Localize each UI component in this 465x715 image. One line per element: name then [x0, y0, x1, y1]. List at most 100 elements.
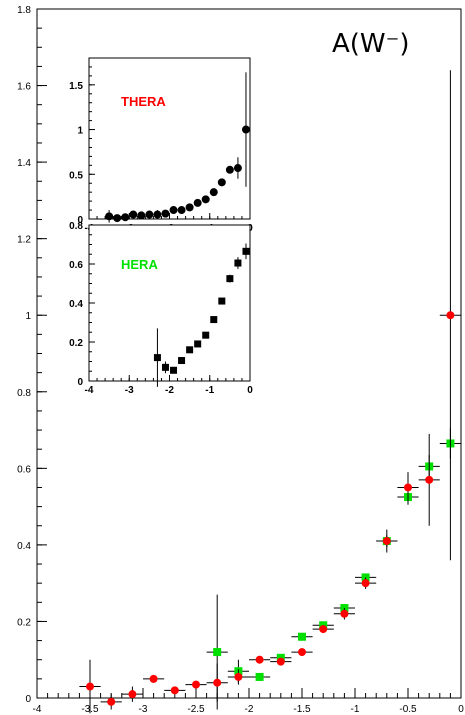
y-tick-label: 0.5 — [69, 170, 83, 181]
circle-marker — [255, 655, 264, 664]
y-tick-label: 1.8 — [17, 5, 31, 16]
circle-marker — [169, 206, 178, 215]
x-tick-label: -1 — [205, 385, 214, 396]
inset-label: THERA — [121, 94, 166, 109]
y-tick-label: 0.6 — [69, 260, 83, 271]
data-point — [113, 214, 122, 223]
plot-frame — [88, 224, 251, 382]
square-marker — [210, 316, 218, 324]
circle-marker — [361, 579, 370, 588]
data-point — [121, 686, 143, 702]
circle-marker — [86, 682, 94, 691]
data-point — [227, 669, 249, 685]
circle-marker — [192, 680, 200, 689]
y-tick-label: 1.5 — [69, 81, 83, 92]
square-marker — [242, 247, 250, 255]
data-point — [161, 209, 170, 218]
circle-marker — [446, 311, 455, 320]
circle-marker — [177, 206, 186, 215]
x-tick-label: -1.5 — [293, 704, 311, 715]
data-point — [121, 213, 130, 222]
data-point — [312, 625, 334, 634]
data-point — [249, 672, 271, 681]
x-tick-label: -2 — [245, 704, 254, 715]
data-point — [291, 648, 313, 657]
data-point — [177, 206, 186, 215]
data-point — [225, 165, 234, 174]
circle-marker — [128, 690, 137, 699]
data-point — [270, 657, 292, 666]
square-marker — [218, 297, 226, 305]
circle-marker — [213, 678, 222, 687]
circle-marker — [382, 537, 391, 546]
data-point — [193, 198, 202, 207]
y-tick-label: 0.2 — [17, 617, 31, 628]
circle-marker — [145, 210, 154, 219]
circle-marker — [319, 625, 328, 634]
data-point — [418, 433, 440, 526]
circle-marker — [209, 188, 218, 197]
y-tick-label: 0.8 — [17, 388, 31, 399]
square-marker — [178, 357, 186, 365]
circle-marker — [217, 178, 226, 187]
data-point — [169, 206, 178, 215]
inset-label: HERA — [121, 257, 158, 272]
data-point — [105, 210, 114, 223]
data-point — [202, 331, 210, 339]
data-point — [333, 608, 355, 620]
square-marker — [170, 366, 178, 374]
circle-marker — [105, 212, 114, 221]
data-point — [170, 366, 178, 374]
data-point — [234, 257, 242, 269]
data-point — [164, 686, 186, 695]
data-point — [355, 577, 377, 589]
circle-marker — [233, 164, 242, 173]
x-tick-label: -4 — [33, 704, 42, 715]
square-marker — [255, 672, 264, 681]
y-tick-label: 1 — [25, 311, 31, 322]
data-point — [439, 70, 461, 561]
data-point — [145, 210, 154, 219]
circle-marker — [234, 672, 243, 681]
x-tick-label: -0.5 — [399, 704, 417, 715]
x-tick-label: -3 — [139, 704, 148, 715]
x-tick-label: -3 — [125, 385, 134, 396]
data-point — [194, 340, 202, 348]
y-tick-label: 0.2 — [69, 338, 83, 349]
square-marker — [153, 354, 161, 362]
data-point — [161, 361, 169, 374]
data-point — [186, 346, 194, 354]
circle-marker — [113, 214, 122, 223]
square-marker — [194, 340, 202, 348]
data-point — [79, 659, 101, 714]
circle-marker — [129, 210, 138, 219]
circle-marker — [425, 475, 434, 484]
data-point — [218, 297, 226, 305]
square-marker — [298, 632, 306, 641]
x-tick-label: 0 — [247, 385, 253, 396]
x-tick-label: -1 — [351, 704, 360, 715]
data-point — [397, 472, 419, 503]
y-tick-label: 1 — [77, 126, 83, 137]
chart-title: A(W⁻) — [332, 29, 410, 59]
circle-marker — [161, 209, 170, 218]
circle-marker — [153, 210, 162, 219]
data-point — [217, 178, 226, 187]
data-point — [201, 195, 210, 204]
data-point — [153, 210, 162, 219]
circle-marker — [137, 211, 146, 220]
data-point — [100, 694, 122, 710]
square-marker — [213, 648, 222, 657]
y-tick-label: 0.4 — [69, 299, 83, 310]
data-point — [153, 328, 161, 387]
square-marker — [202, 331, 210, 339]
circle-marker — [276, 657, 285, 666]
circle-marker — [107, 697, 116, 706]
data-point — [206, 663, 228, 702]
y-tick-label: 0 — [25, 694, 31, 705]
circle-marker — [241, 125, 250, 134]
square-marker — [161, 363, 169, 371]
y-tick-label: 0.4 — [17, 541, 31, 552]
x-tick-label: -2 — [165, 385, 174, 396]
data-point — [226, 274, 234, 283]
